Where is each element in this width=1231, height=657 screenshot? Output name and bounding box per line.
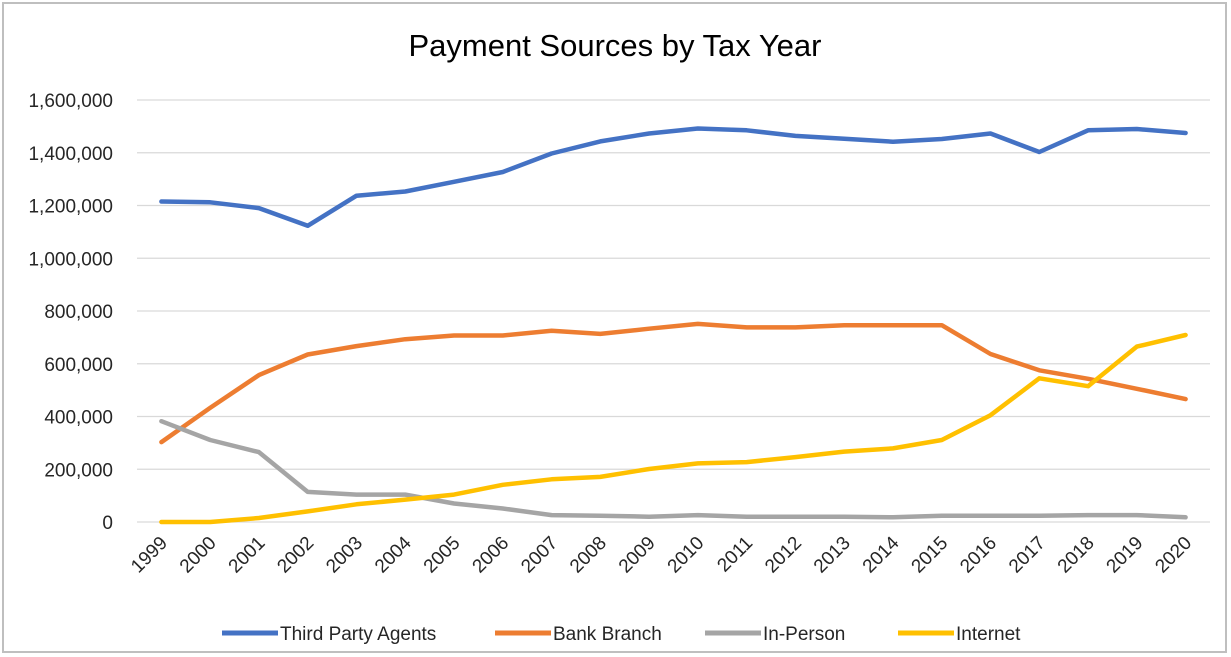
gridlines xyxy=(137,99,1210,523)
x-tick-label: 2013 xyxy=(810,533,855,578)
series-line-third-party-agents xyxy=(159,126,1188,229)
x-tick-label: 2008 xyxy=(566,533,611,578)
x-tick-label: 2007 xyxy=(517,533,562,578)
x-tick-label: 2004 xyxy=(371,532,416,577)
x-tick-label: 2014 xyxy=(859,532,904,577)
series-line-bank-branch xyxy=(159,321,1188,445)
x-tick-label: 2016 xyxy=(956,533,1001,578)
y-tick-label: 1,000,000 xyxy=(28,249,113,270)
x-tick-label: 2009 xyxy=(615,533,660,578)
series-lines xyxy=(159,126,1188,525)
y-tick-label: 1,600,000 xyxy=(28,91,113,112)
x-tick-label: 2015 xyxy=(908,533,953,578)
x-tick-label: 2005 xyxy=(420,533,465,578)
x-tick-label: 2017 xyxy=(1005,533,1050,578)
x-tick-label: 2012 xyxy=(761,533,806,578)
series-line-in-person xyxy=(159,418,1188,520)
series-line-internet xyxy=(159,332,1188,525)
x-tick-label: 2002 xyxy=(273,533,318,578)
x-axis-ticks: 1999 2000 2001 2002 2003 2004 2005 2006 2007 2008… xyxy=(127,532,1196,577)
y-axis-ticks: 0 200,000 400,000 600,000 800,000 1,000,000 1,… xyxy=(28,91,113,534)
x-tick-label: 1999 xyxy=(127,533,172,578)
legend-label: In-Person xyxy=(763,624,845,645)
y-tick-label: 200,000 xyxy=(44,460,113,481)
x-tick-label: 2003 xyxy=(322,533,367,578)
legend-label: Internet xyxy=(956,624,1021,645)
y-tick-label: 400,000 xyxy=(44,408,113,429)
x-tick-label: 2019 xyxy=(1103,533,1148,578)
x-tick-label: 2000 xyxy=(176,533,221,578)
legend-label: Bank Branch xyxy=(553,624,662,645)
y-tick-label: 0 xyxy=(102,513,113,534)
x-tick-label: 2020 xyxy=(1151,533,1196,578)
x-tick-label: 2006 xyxy=(469,533,514,578)
chart-title: Payment Sources by Tax Year xyxy=(408,28,821,63)
legend-label: Third Party Agents xyxy=(280,624,436,645)
y-tick-label: 800,000 xyxy=(44,302,113,323)
x-tick-label: 2001 xyxy=(225,533,270,578)
y-tick-label: 1,200,000 xyxy=(28,197,113,218)
x-tick-label: 2011 xyxy=(713,533,757,577)
x-tick-label: 2010 xyxy=(664,533,709,578)
x-tick-label: 2018 xyxy=(1054,533,1099,578)
y-tick-label: 1,400,000 xyxy=(28,144,113,165)
legend: Third Party Agents Bank Branch In-Person In… xyxy=(222,624,1021,645)
y-tick-label: 600,000 xyxy=(44,355,113,376)
